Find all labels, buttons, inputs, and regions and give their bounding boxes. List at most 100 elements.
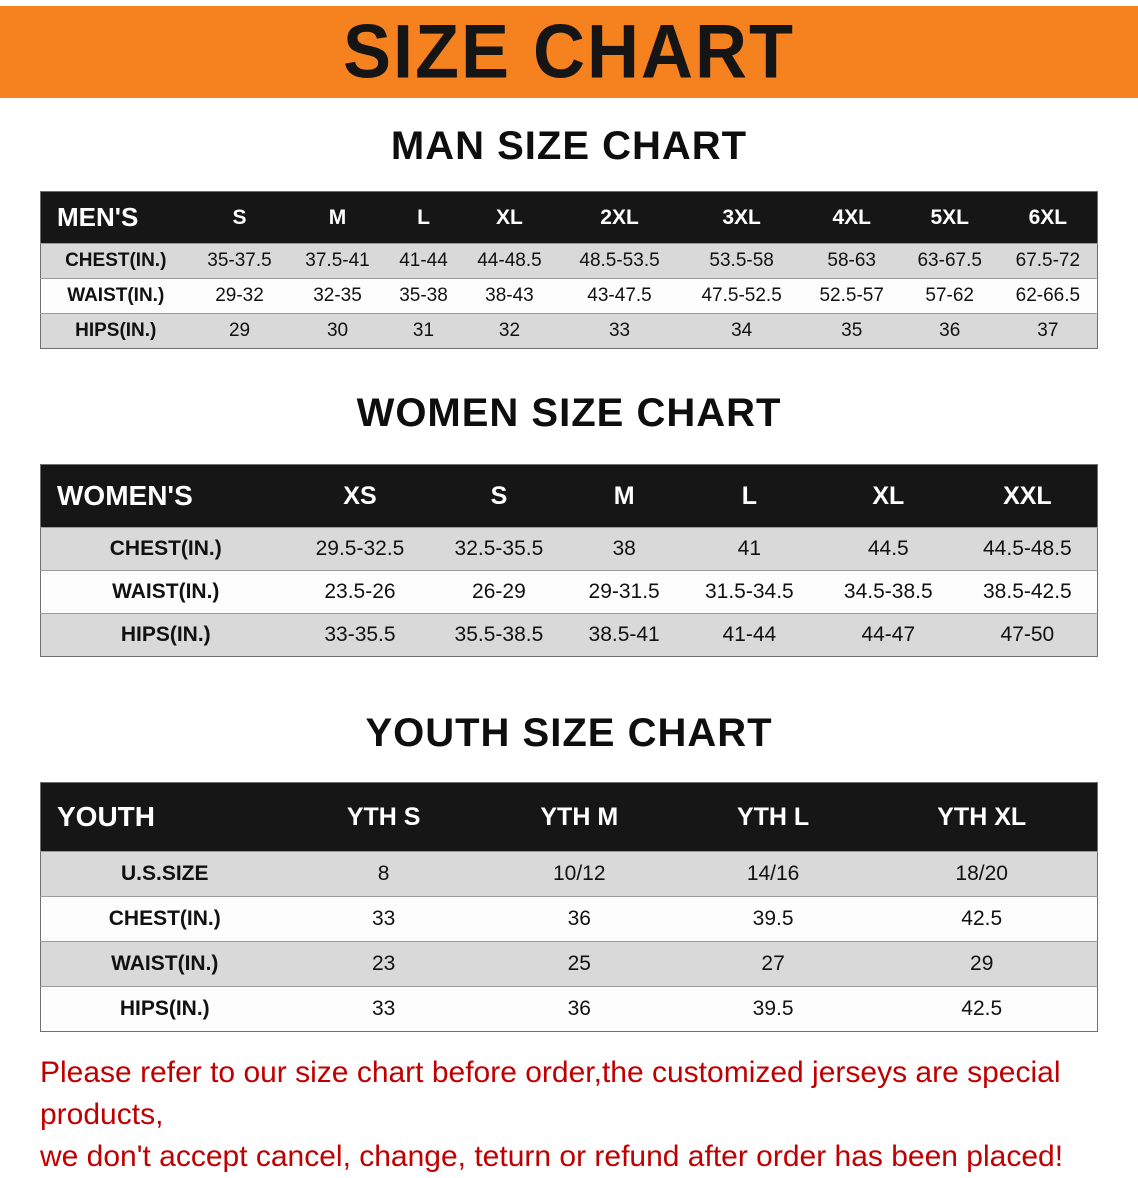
table-title-cell: MEN'S <box>40 191 191 244</box>
size-chart-page: SIZE CHART MAN SIZE CHART MEN'S S M L XL 2XL 3… <box>0 6 1138 1178</box>
measurement-value-cell: 42.5 <box>866 896 1098 942</box>
size-column-header: YTH M <box>478 782 680 852</box>
measurement-value-cell: 63-67.5 <box>900 243 999 279</box>
measurement-value-cell: 57-62 <box>900 278 999 314</box>
measurement-row: U.S.SIZE 8 10/12 14/16 18/20 <box>40 851 1098 897</box>
measurement-value-cell: 37.5-41 <box>288 243 387 279</box>
measurement-label-cell: U.S.SIZE <box>40 851 289 897</box>
measurement-value-cell: 36 <box>478 986 680 1032</box>
measurement-value-cell: 33 <box>288 896 479 942</box>
table-title-cell: YOUTH <box>40 782 289 852</box>
size-header-row: YOUTH YTH S YTH M YTH L YTH XL <box>40 782 1098 852</box>
measurement-value-cell: 47-50 <box>957 613 1098 657</box>
measurement-value-cell: 42.5 <box>866 986 1098 1032</box>
measurement-row: WAIST(IN.) 23.5-26 26-29 29-31.5 31.5-34.5 34… <box>40 570 1098 614</box>
measurement-value-cell: 38-43 <box>460 278 559 314</box>
measurement-value-cell: 41 <box>679 527 819 571</box>
size-column-header: M <box>288 191 387 244</box>
youth-section-heading: YOUTH SIZE CHART <box>365 711 773 755</box>
measurement-value-cell: 31.5-34.5 <box>679 570 819 614</box>
measurement-value-cell: 41-44 <box>386 243 461 279</box>
measurement-label-cell: HIPS(IN.) <box>40 313 191 349</box>
youth-size-section: YOUTH SIZE CHART YOUTH YTH S YTH M YTH L YTH… <box>0 711 1138 1032</box>
women-size-section: WOMEN SIZE CHART WOMEN'S XS S M L XL XXL CHEST(… <box>0 391 1138 657</box>
measurement-row: CHEST(IN.) 29.5-32.5 32.5-35.5 38 41 44.5 44.5… <box>40 527 1098 571</box>
measurement-label-cell: WAIST(IN.) <box>40 941 289 987</box>
measurement-value-cell: 30 <box>288 313 387 349</box>
measurement-label-cell: CHEST(IN.) <box>40 527 291 571</box>
measurement-row: CHEST(IN.) 33 36 39.5 42.5 <box>40 896 1098 942</box>
measurement-value-cell: 41-44 <box>679 613 819 657</box>
order-notice: Please refer to our size chart before or… <box>40 1052 1100 1178</box>
measurement-value-cell: 35-37.5 <box>190 243 289 279</box>
measurement-label-cell: HIPS(IN.) <box>40 613 291 657</box>
size-column-header: M <box>568 464 680 528</box>
measurement-value-cell: 34.5-38.5 <box>818 570 958 614</box>
measurement-value-cell: 33 <box>558 313 681 349</box>
measurement-value-cell: 32-35 <box>288 278 387 314</box>
size-column-header: 6XL <box>998 191 1098 244</box>
measurement-value-cell: 44-47 <box>818 613 958 657</box>
notice-line-2: we don't accept cancel, change, teturn o… <box>40 1140 1064 1173</box>
measurement-value-cell: 43-47.5 <box>558 278 681 314</box>
size-column-header: S <box>190 191 289 244</box>
measurement-value-cell: 29-31.5 <box>568 570 680 614</box>
measurement-value-cell: 31 <box>386 313 461 349</box>
measurement-value-cell: 39.5 <box>679 896 867 942</box>
page-title: SIZE CHART <box>343 9 795 95</box>
women-size-table: WOMEN'S XS S M L XL XXL CHEST(IN.) 29.5-32.5 32.5… <box>40 464 1098 657</box>
size-column-header: L <box>679 464 819 528</box>
measurement-value-cell: 52.5-57 <box>802 278 901 314</box>
measurement-label-cell: WAIST(IN.) <box>40 278 191 314</box>
measurement-value-cell: 29 <box>190 313 289 349</box>
measurement-row: WAIST(IN.) 23 25 27 29 <box>40 941 1098 987</box>
measurement-value-cell: 26-29 <box>429 570 569 614</box>
measurement-value-cell: 58-63 <box>802 243 901 279</box>
measurement-row: HIPS(IN.) 33-35.5 35.5-38.5 38.5-41 41-44 44-… <box>40 613 1098 657</box>
measurement-value-cell: 36 <box>900 313 999 349</box>
size-column-header: YTH S <box>288 782 479 852</box>
measurement-row: HIPS(IN.) 33 36 39.5 42.5 <box>40 986 1098 1032</box>
notice-line-1: Please refer to our size chart before or… <box>40 1056 1061 1131</box>
measurement-value-cell: 35-38 <box>386 278 461 314</box>
measurement-value-cell: 37 <box>998 313 1098 349</box>
measurement-value-cell: 34 <box>680 313 803 349</box>
measurement-value-cell: 35 <box>802 313 901 349</box>
size-column-header: 2XL <box>558 191 681 244</box>
measurement-value-cell: 53.5-58 <box>680 243 803 279</box>
measurement-value-cell: 14/16 <box>679 851 867 897</box>
measurement-value-cell: 27 <box>679 941 867 987</box>
measurement-value-cell: 39.5 <box>679 986 867 1032</box>
measurement-value-cell: 32.5-35.5 <box>429 527 569 571</box>
measurement-value-cell: 32 <box>460 313 559 349</box>
size-column-header: XL <box>818 464 958 528</box>
measurement-value-cell: 36 <box>478 896 680 942</box>
measurement-value-cell: 23 <box>288 941 479 987</box>
measurement-value-cell: 48.5-53.5 <box>558 243 681 279</box>
measurement-value-cell: 47.5-52.5 <box>680 278 803 314</box>
measurement-row: CHEST(IN.) 35-37.5 37.5-41 41-44 44-48.5 48.5… <box>40 243 1098 279</box>
men-section-heading: MAN SIZE CHART <box>390 124 748 168</box>
measurement-value-cell: 38.5-41 <box>568 613 680 657</box>
table-title-cell: WOMEN'S <box>40 464 291 528</box>
measurement-value-cell: 33 <box>288 986 479 1032</box>
size-column-header: 3XL <box>680 191 803 244</box>
men-size-table: MEN'S S M L XL 2XL 3XL 4XL 5XL 6XL CHEST(IN.) 35-37… <box>40 191 1098 349</box>
measurement-value-cell: 33-35.5 <box>290 613 430 657</box>
measurement-value-cell: 18/20 <box>866 851 1098 897</box>
size-column-header: S <box>429 464 569 528</box>
size-column-header: 5XL <box>900 191 999 244</box>
measurement-value-cell: 38 <box>568 527 680 571</box>
measurement-row: HIPS(IN.) 29 30 31 32 33 34 35 36 37 <box>40 313 1098 349</box>
measurement-value-cell: 35.5-38.5 <box>429 613 569 657</box>
measurement-value-cell: 67.5-72 <box>998 243 1098 279</box>
size-column-header: XXL <box>957 464 1098 528</box>
measurement-label-cell: CHEST(IN.) <box>40 243 191 279</box>
men-size-section: MAN SIZE CHART MEN'S S M L XL 2XL 3XL 4XL 5XL 6XL… <box>0 124 1138 349</box>
measurement-value-cell: 29.5-32.5 <box>290 527 430 571</box>
measurement-value-cell: 25 <box>478 941 680 987</box>
size-column-header: YTH L <box>679 782 867 852</box>
youth-size-table: YOUTH YTH S YTH M YTH L YTH XL U.S.SIZE 8 10/12… <box>40 782 1098 1032</box>
size-column-header: L <box>386 191 461 244</box>
women-section-heading: WOMEN SIZE CHART <box>356 391 782 435</box>
